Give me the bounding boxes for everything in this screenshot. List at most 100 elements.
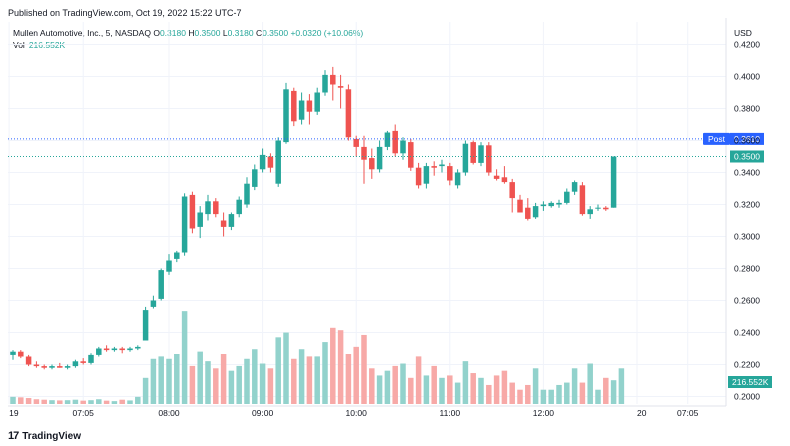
volume-bar (447, 375, 453, 404)
candle-body (25, 356, 32, 365)
candle-body (259, 154, 266, 170)
volume-bar (462, 361, 469, 404)
volume-bar (587, 363, 593, 404)
candle-body (431, 166, 437, 168)
candle-body (408, 142, 414, 168)
y-tick-label: 0.2000 (734, 392, 760, 402)
volume-bar (72, 399, 79, 404)
candle-body (486, 145, 492, 173)
post-price-tag: 0.3610 (734, 134, 760, 144)
volume-bar (337, 330, 344, 404)
volume-bar (493, 375, 500, 404)
symbol-name: Mullen Automotive, Inc., 5, NASDAQ (13, 28, 151, 38)
volume-bar (236, 365, 242, 404)
y-tick-label: 0.4200 (734, 40, 760, 50)
candle-body (306, 100, 313, 112)
candle-body (158, 270, 164, 299)
candle-body (213, 201, 219, 215)
volume-bar (88, 400, 94, 404)
x-tick-label: 10:00 (346, 408, 368, 418)
candle-body (80, 361, 86, 363)
volume-bar (423, 375, 430, 404)
volume-bar (64, 400, 71, 404)
candle-body (525, 207, 531, 219)
volume-bar (415, 356, 422, 404)
volume-bar (571, 368, 578, 404)
volume-bar (259, 363, 266, 404)
candle-body (88, 354, 94, 363)
candle-body (587, 209, 593, 215)
candle-body (57, 366, 63, 368)
post-label: Post (708, 134, 726, 144)
post-label-bg (703, 132, 730, 145)
symbol-legend: Mullen Automotive, Inc., 5, NASDAQ O0.31… (13, 28, 363, 38)
volume-bar (610, 380, 617, 404)
candle-body (571, 182, 578, 192)
change-value: +0.0320 (+10.06%) (290, 28, 364, 38)
volume-bar (166, 358, 172, 404)
candle-body (181, 196, 188, 253)
published-caption: Published on TradingView.com, Oct 19, 20… (8, 8, 242, 18)
y-tick-label: 0.2200 (734, 360, 760, 370)
volume-bar (103, 400, 110, 404)
candle-body (150, 300, 157, 307)
candle-body (244, 183, 250, 205)
y-tick-label: 0.3600 (734, 136, 760, 146)
volume-bar (556, 384, 562, 404)
candle-body (314, 92, 320, 112)
volume-bar (111, 401, 118, 404)
volume-bar (486, 384, 492, 404)
volume-bar (470, 373, 476, 404)
candle-body (564, 191, 570, 203)
candle-body (447, 166, 453, 181)
volume-bar (509, 382, 515, 404)
candle-body (18, 351, 24, 357)
tradingview-logo-icon: 17 (8, 430, 19, 442)
volume-bar (135, 396, 141, 404)
tradingview-brand[interactable]: 17 TradingView (8, 430, 81, 442)
candle-body (478, 145, 484, 163)
volume-bar (517, 389, 523, 404)
candle-body (361, 146, 367, 160)
candle-body (283, 89, 289, 143)
candle-body (275, 140, 281, 184)
candle-body (111, 348, 118, 351)
candle-body (392, 130, 398, 154)
candle-body (228, 214, 235, 227)
y-tick-label: 0.3800 (734, 104, 760, 114)
volume-bar (127, 400, 133, 404)
volume-bar (454, 382, 461, 404)
volume-bar (392, 365, 398, 404)
volume-bar (197, 351, 203, 404)
volume-bar (618, 368, 625, 404)
candle-body (400, 140, 406, 154)
volume-bar (540, 389, 547, 404)
candle-body (205, 201, 211, 215)
x-tick-label: 08:00 (158, 408, 180, 418)
y-tick-label: 0.2600 (734, 296, 760, 306)
x-tick-label: 19 (9, 408, 19, 418)
y-tick-label: 0.3000 (734, 232, 760, 242)
volume-bar (18, 397, 24, 404)
volume-bar (322, 342, 328, 404)
volume-bar (564, 382, 570, 404)
candle-body (72, 361, 79, 367)
volume-bar (579, 382, 586, 404)
candle-body (595, 207, 601, 209)
open-value: 0.3180 (159, 28, 186, 38)
high-label: H (188, 28, 195, 38)
candle-body (127, 348, 133, 351)
candle-body (174, 252, 180, 259)
candle-body (189, 194, 196, 229)
volume-bar (244, 358, 250, 404)
candle-body (337, 86, 344, 88)
brand-name: TradingView (22, 430, 81, 442)
y-tick-label: 0.4000 (734, 72, 760, 82)
candle-body (493, 175, 500, 179)
candle-body (384, 132, 391, 147)
candle-body (517, 199, 523, 213)
volume-bar (400, 363, 406, 404)
volume-bar (275, 337, 281, 404)
low-value: 0.3180 (227, 28, 254, 38)
